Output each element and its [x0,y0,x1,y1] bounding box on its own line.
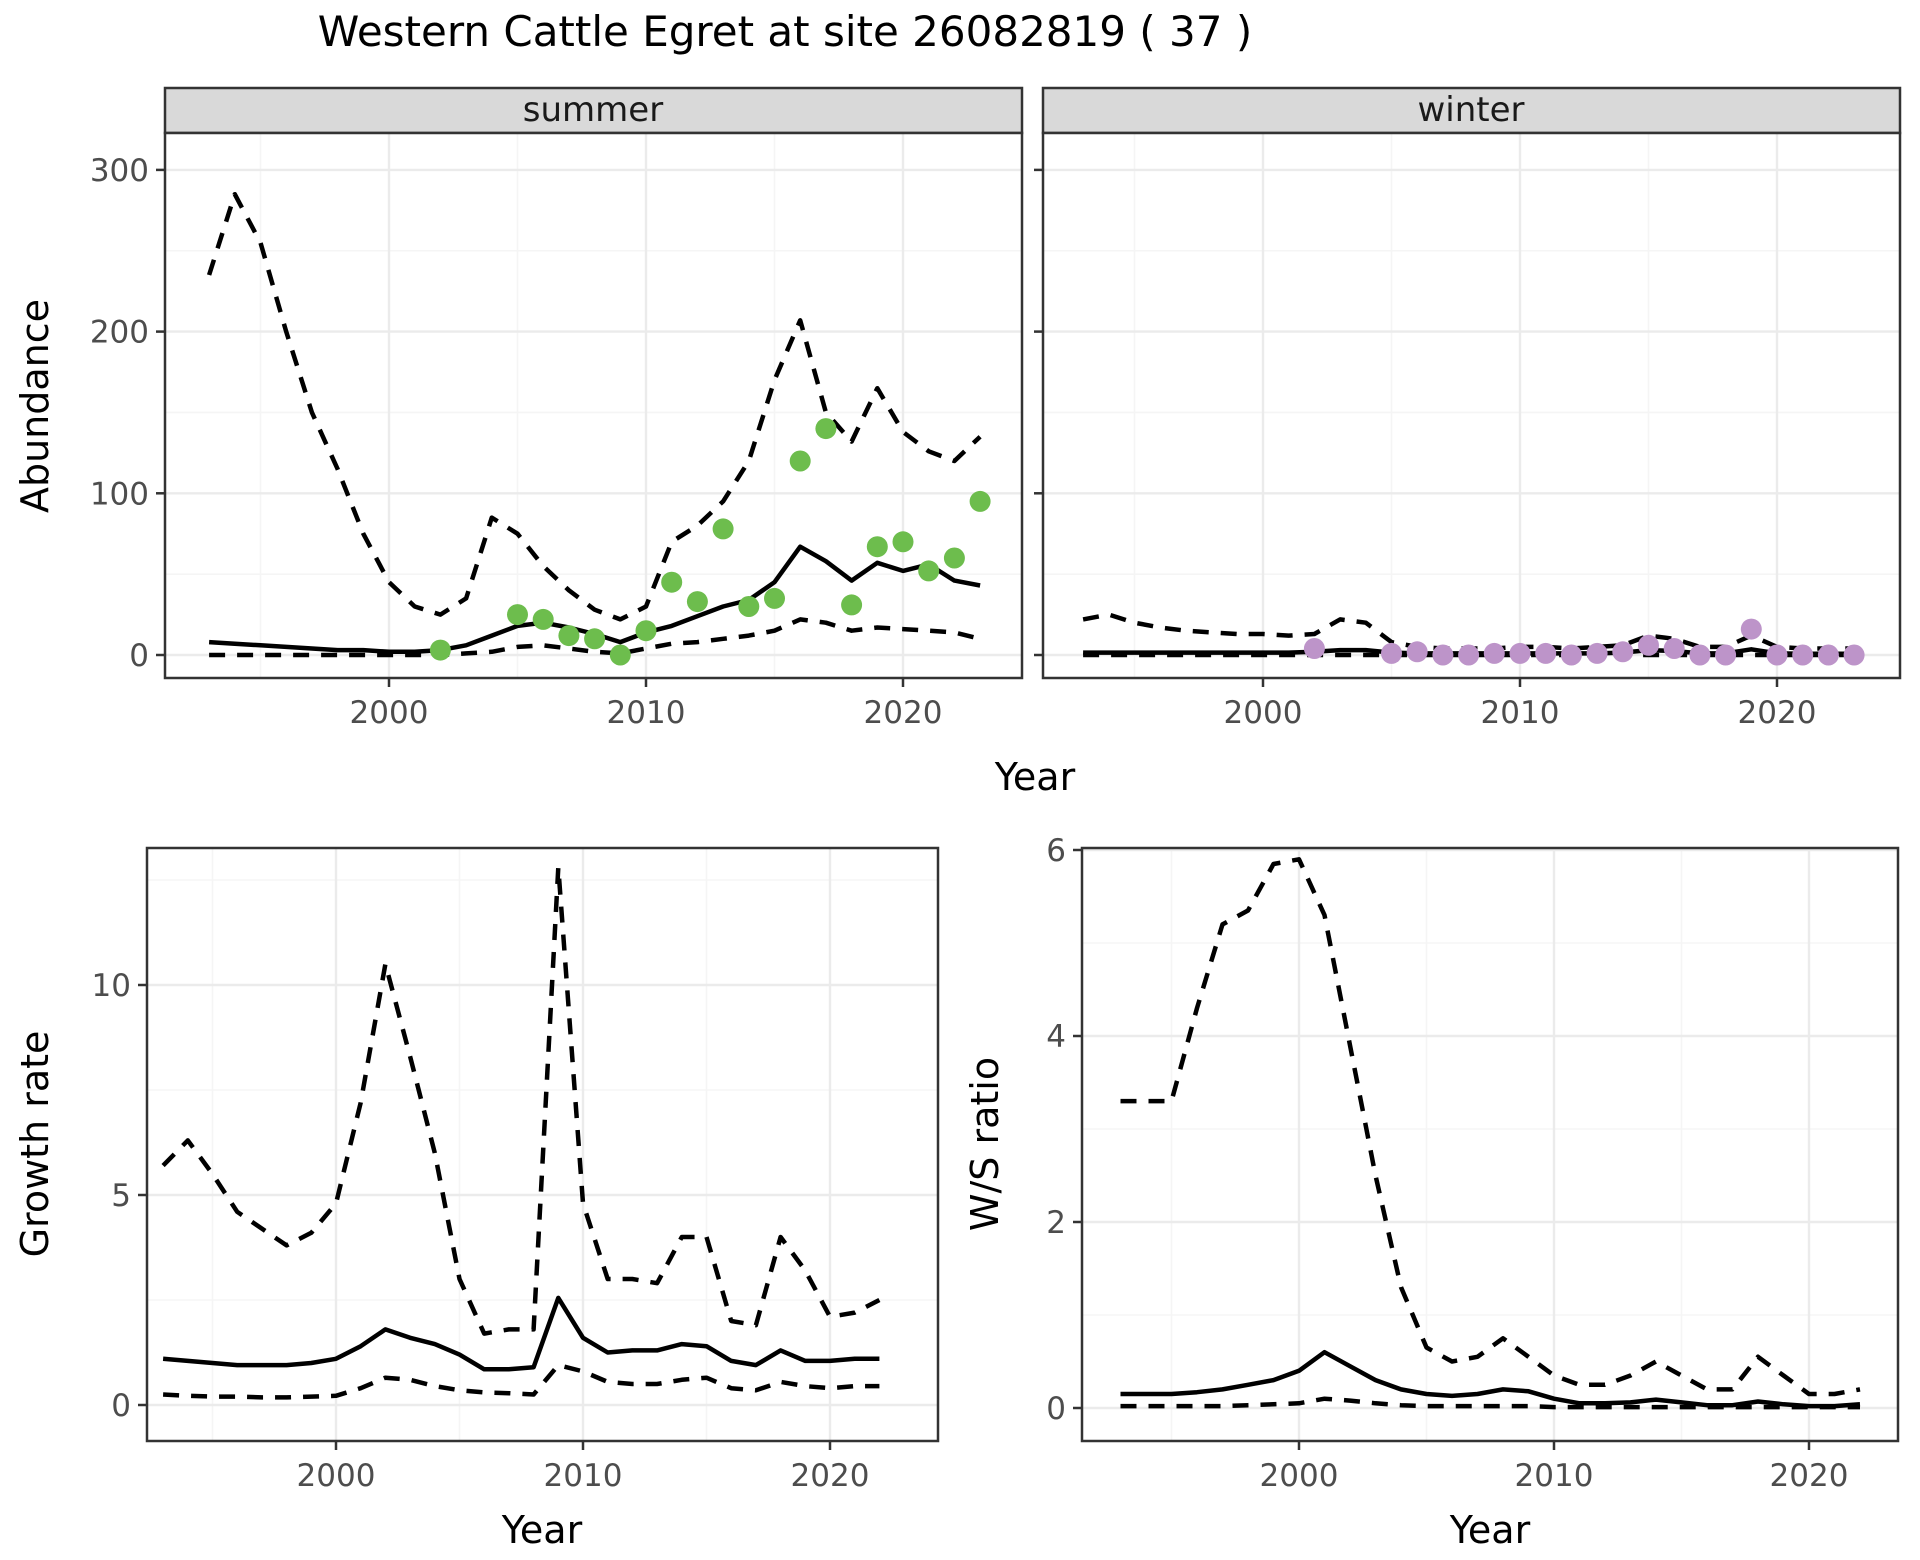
observed_counts-point [1740,618,1762,640]
y-tick-label: 0 [129,638,149,674]
observed_counts-point [841,594,863,616]
panel-border [163,131,1024,680]
x-tick-label: 2010 [1481,695,1560,731]
x-tick-label: 2020 [1770,1458,1849,1494]
x-tick-label: 2010 [607,695,686,731]
y-tick-label: 5 [111,1178,131,1214]
facet-strip-summer-label: summer [523,90,663,130]
observed_counts-point [764,587,785,609]
y-axis-title-ws-ratio: W/S ratio [963,1057,1007,1231]
observed_counts-point [609,644,631,666]
observed_counts-point [1483,642,1505,664]
observed_counts-point [507,604,528,626]
observed_counts-point [1458,644,1480,666]
lower_ci-line [162,1362,880,1400]
observed_counts-point [815,418,837,440]
observed_counts-point [686,591,708,613]
upper_ci-line [161,865,881,1336]
facet-strip-winter-label: winter [1417,90,1524,130]
facet-strip-summer: summer [163,86,1024,135]
observed_counts-point [918,560,940,582]
observed_counts-point [1715,644,1737,666]
y-tick-label: 0 [1046,1391,1066,1427]
x-tick-label: 2000 [350,695,429,731]
x-tick-label: 2000 [297,1458,376,1494]
panel-border [145,846,940,1443]
observed_counts-point [1663,638,1685,659]
y-tick-label: 200 [90,315,149,351]
observed_counts-point [1586,642,1608,664]
y-tick-label: 4 [1046,1019,1066,1055]
median-line [1120,1349,1861,1409]
lower_ci-line [209,617,981,658]
panel-background [165,133,1022,678]
x-tick-label: 2020 [1738,695,1817,731]
observed_counts-point [969,490,991,512]
observed_counts-point [1612,641,1634,663]
median-line [162,1295,880,1372]
observed_counts-point [1817,644,1839,666]
y-tick-label: 300 [90,153,149,189]
x-tick-label: 2010 [1515,1458,1594,1494]
panel-background [147,848,938,1441]
panel-background [1082,848,1898,1441]
y-axis-title-abundance: Abundance [13,299,57,513]
observed_counts-point [1560,644,1582,666]
observed_counts-point [1381,642,1402,664]
lower_ci-line [1120,1396,1860,1410]
y-tick-label: 0 [111,1388,131,1424]
observed_counts-point [1303,638,1325,659]
observed_counts-point [1766,644,1788,666]
panel-border [1080,846,1900,1443]
facet-strip-winter: winter [1041,86,1902,135]
y-tick-label: 10 [92,968,131,1004]
observed_counts-point [943,547,965,569]
x-axis-title-top: Year [994,755,1076,799]
upper_ci-line [206,191,982,622]
panel-border [1041,131,1902,680]
observed_counts-point [789,450,811,472]
x-tick-label: 2010 [544,1458,623,1494]
observed_counts-point [661,571,683,593]
panel-abundance-winter: 2000 2010 2020 [1034,131,1902,731]
observed_counts-point [532,608,554,630]
observed_counts-point [1432,644,1454,666]
x-tick-label: 2000 [1224,695,1303,731]
observed_counts-point [1792,644,1814,666]
observed_counts-point [558,625,580,647]
panel-ws-ratio: 2000 2010 2020 0 2 4 6 [1046,833,1900,1494]
observed_counts-point [1689,644,1711,666]
observed_counts-point [1509,642,1531,664]
observed_counts-point [635,620,657,642]
y-tick-label: 100 [90,476,149,512]
x-tick-label: 2020 [864,695,943,731]
panel-abundance-summer: 2000 2010 2020 0 100 200 300 [90,131,1024,731]
x-tick-label: 2020 [791,1458,870,1494]
observed_counts-point [1843,644,1865,666]
observed_counts-point [1638,634,1659,656]
observed_counts-point [584,628,606,650]
y-axis-title-growth-rate: Growth rate [13,1031,57,1258]
observed_counts-point [1535,642,1557,664]
observed_counts-point [712,518,734,540]
x-axis-title-growth: Year [501,1508,583,1552]
chart-title: Western Cattle Egret at site 26082819 ( … [318,7,1252,56]
observed_counts-point [738,596,760,617]
x-axis-title-ws: Year [1449,1508,1531,1552]
observed_counts-point [1406,641,1428,663]
observed_counts-point [429,639,451,661]
upper_ci-line [1120,857,1861,1397]
x-tick-label: 2000 [1260,1458,1339,1494]
observed_counts-point [892,531,914,553]
y-tick-label: 6 [1046,833,1066,869]
panel-growth-rate: 2000 2010 2020 0 5 10 [92,846,940,1494]
panel-background [1043,133,1900,678]
observed_counts-point [866,536,888,558]
y-tick-label: 2 [1046,1205,1066,1241]
